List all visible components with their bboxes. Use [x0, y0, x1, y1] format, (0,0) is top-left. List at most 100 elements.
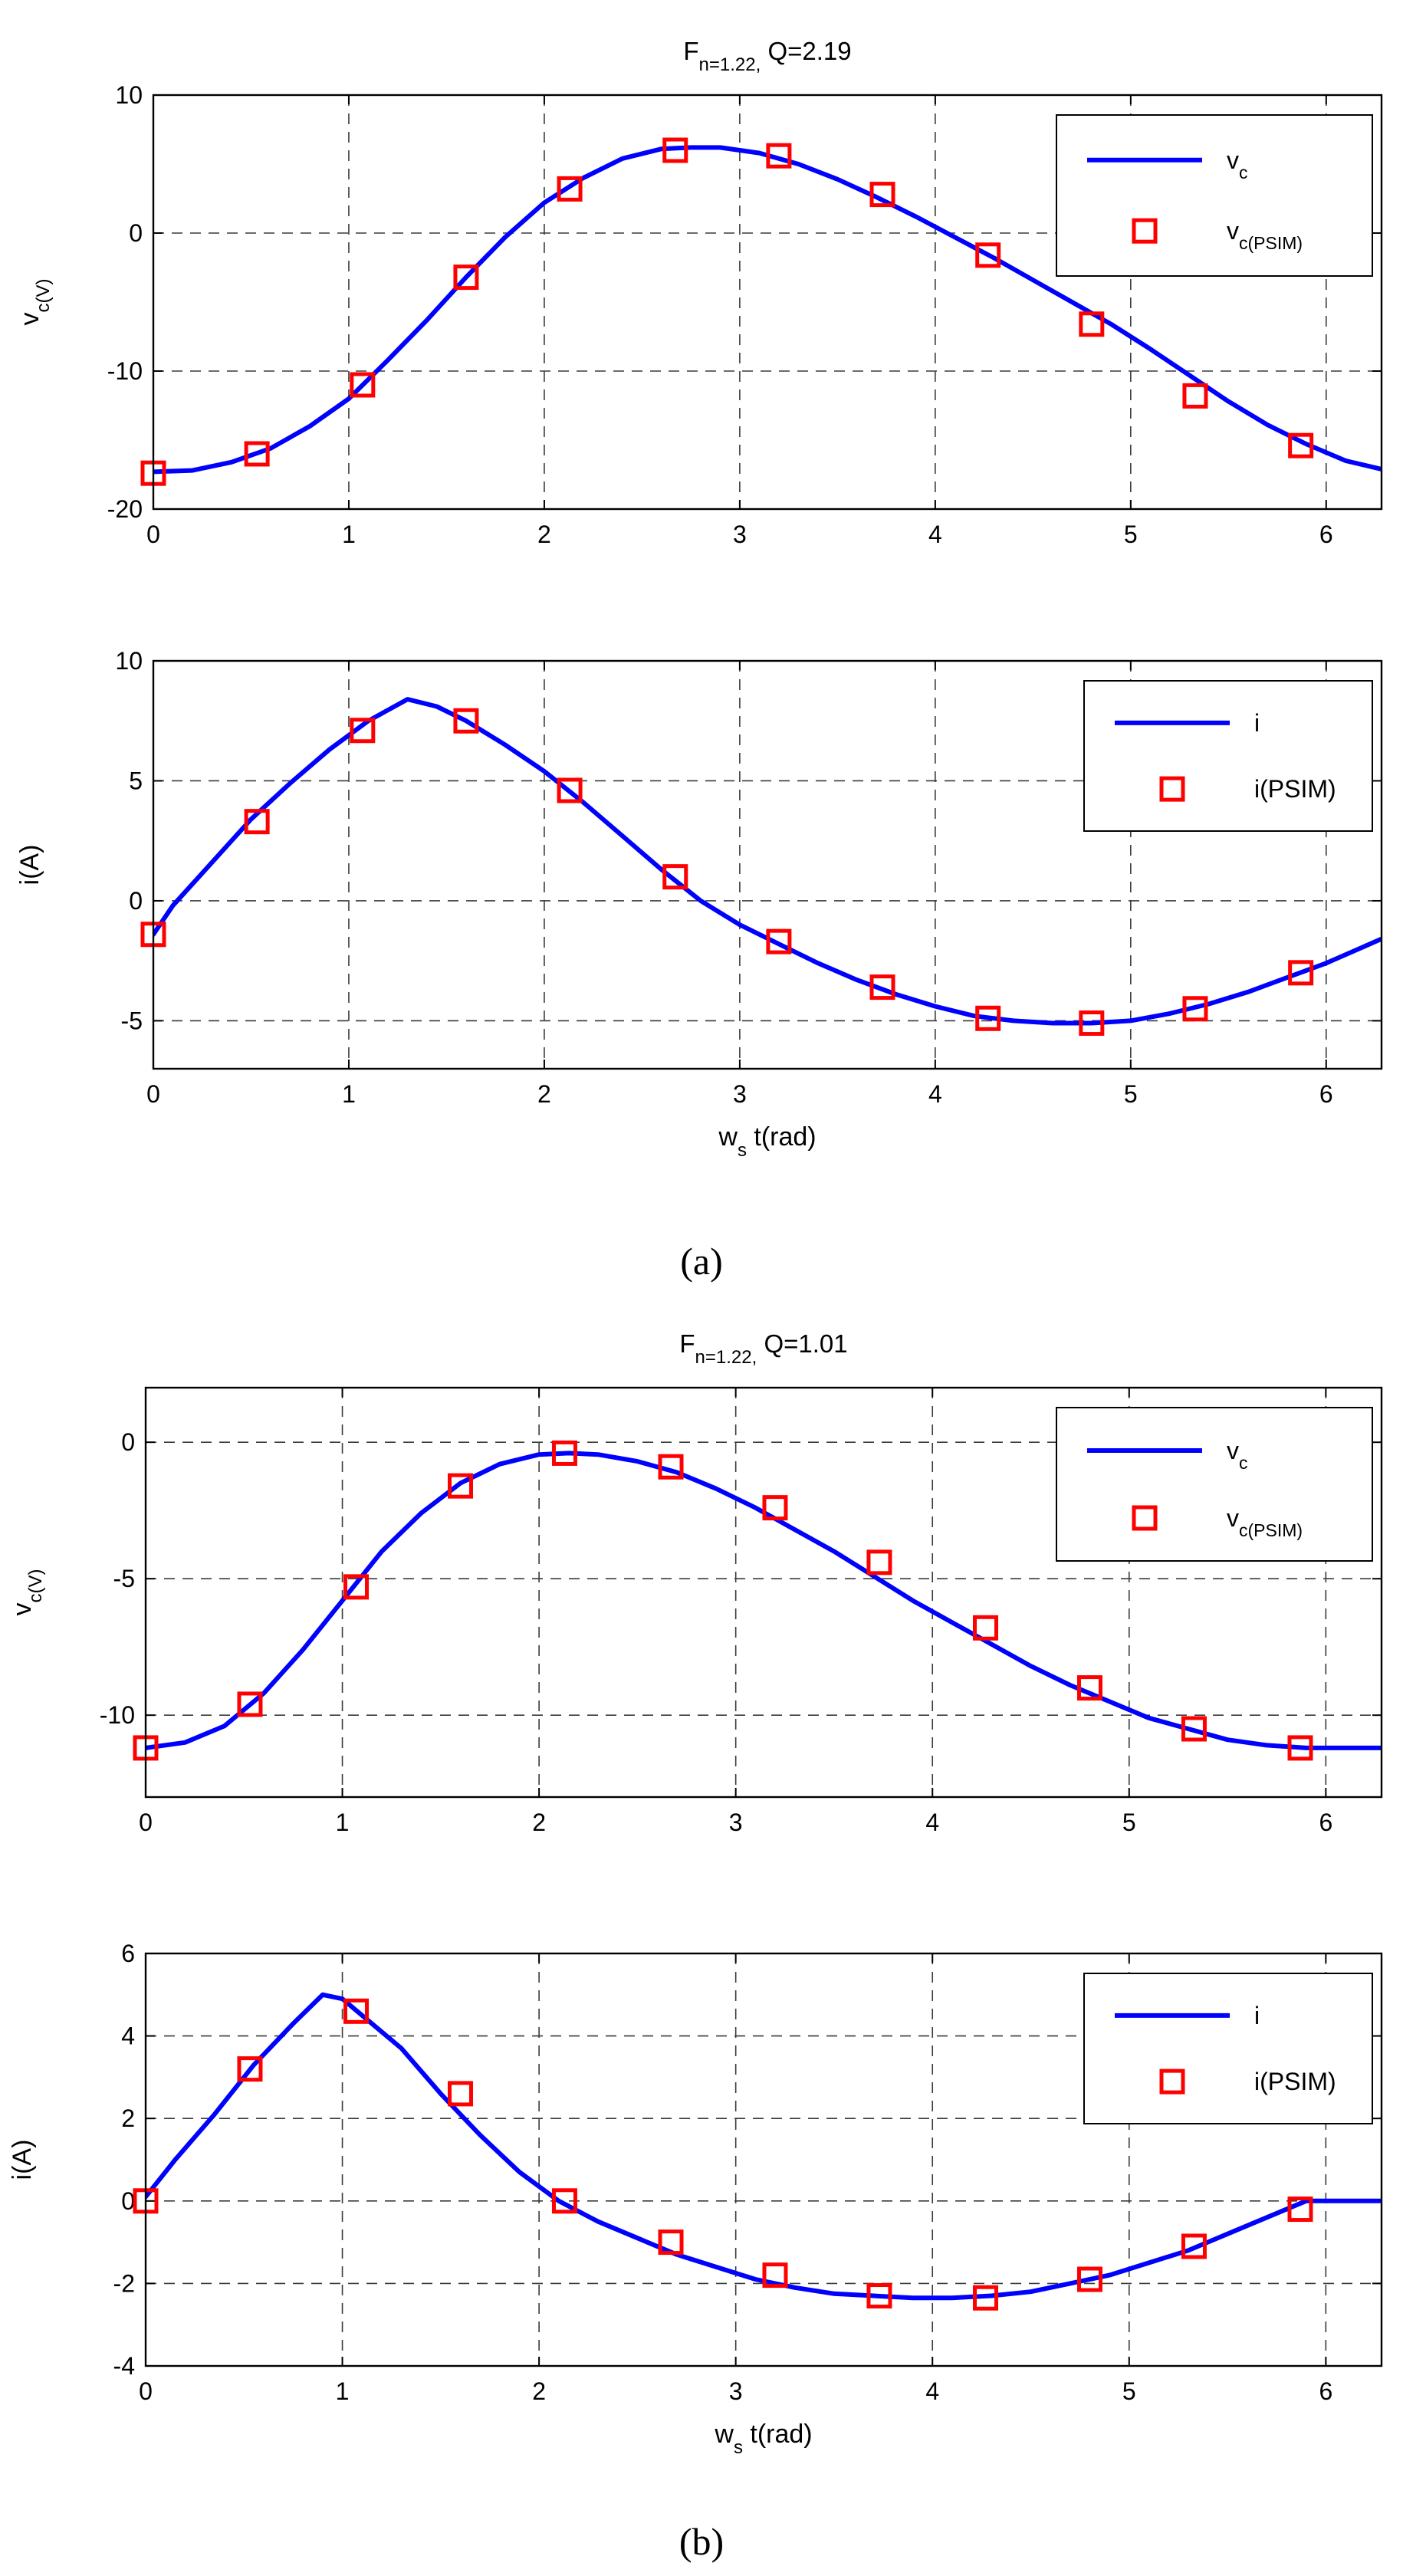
psim-marker [762, 2262, 788, 2288]
legend: vc vc(PSIM) [1056, 114, 1373, 277]
x-tick-label: 1 [336, 1809, 350, 1836]
chart-title: Fn=1.22, Q=2.19 [683, 37, 851, 75]
x-tick-label: 0 [139, 2377, 153, 2405]
axes-frame [144, 1386, 1383, 1799]
legend-label: vc [1227, 146, 1248, 182]
psim-marker [1287, 2196, 1313, 2223]
legend-box [1056, 1407, 1373, 1562]
legend-label: i [1254, 2002, 1260, 2029]
x-tick-label: 4 [928, 1080, 942, 1108]
psim-marker [869, 182, 895, 208]
psim-marker [350, 372, 376, 398]
psim-marker [453, 264, 479, 291]
series-line-i [153, 697, 1382, 1026]
y-tick-label: 5 [129, 767, 143, 794]
psim-marker [244, 441, 270, 467]
x-tick-label: 2 [537, 1080, 551, 1108]
y-tick-label: 0 [129, 219, 143, 247]
psim-marker [447, 2081, 473, 2107]
psim-marker [658, 1454, 684, 1480]
psim-marker [658, 2229, 684, 2256]
psim-marker [1079, 1010, 1105, 1037]
legend-label: i [1254, 709, 1260, 737]
psim-marker [1182, 996, 1208, 1022]
x-tick-label: 1 [336, 2377, 350, 2405]
axes-frame [144, 1952, 1383, 2367]
y-axis-label: i(A) [8, 2140, 37, 2180]
caption-a: (a) [680, 1240, 723, 1283]
psim-marker [975, 1005, 1001, 1031]
legend-label: vc(PSIM) [1227, 217, 1303, 253]
psim-marker [1076, 1675, 1102, 1701]
y-tick-label: 2 [121, 2104, 135, 2132]
y-axis-label: vc(V) [8, 1569, 46, 1616]
psim-marker [866, 1549, 892, 1576]
x-tick-label: 4 [925, 2377, 939, 2405]
x-tick-label: 4 [928, 521, 942, 548]
psim-marker [766, 928, 792, 955]
x-tick-label: 0 [139, 1809, 153, 1836]
x-tick-label: 3 [733, 521, 747, 548]
x-tick-label: 0 [146, 1080, 160, 1108]
y-tick-label: 4 [121, 2022, 135, 2050]
legend-label: vc(PSIM) [1227, 1504, 1303, 1540]
legend-label: i(PSIM) [1254, 2068, 1336, 2095]
x-tick-label: 2 [537, 521, 551, 548]
y-tick-label: -5 [121, 1007, 143, 1034]
psim-marker [350, 718, 376, 744]
psim-marker [1076, 2266, 1102, 2292]
psim-marker [557, 777, 583, 803]
legend-label: vc [1227, 1437, 1248, 1473]
legend: vc vc(PSIM) [1056, 1407, 1373, 1562]
psim-marker [866, 2283, 892, 2309]
panel-b-voltage: 0 1 2 3 4 5 6 -10 -5 0 Fn=1.22, Q=1.01 vc(V) vc vc(PS… [8, 1329, 1383, 1836]
psim-marker [1287, 1735, 1313, 1761]
x-axis-label: ws t(rad) [718, 1122, 816, 1161]
legend-box [1056, 114, 1373, 277]
series-line-vc [153, 145, 1382, 475]
psim-marker [343, 1574, 370, 1600]
x-tick-label: 3 [729, 1809, 743, 1836]
psim-marker [766, 143, 792, 169]
psim-marker [453, 708, 479, 734]
x-tick-label: 1 [342, 1080, 356, 1108]
x-tick-label: 5 [1122, 1809, 1136, 1836]
psim-marker [551, 1440, 577, 1466]
series-line-vc [146, 1451, 1382, 1750]
psim-marker [662, 137, 688, 163]
x-tick-label: 6 [1319, 521, 1333, 548]
legend: i i(PSIM) [1083, 1973, 1373, 2124]
y-tick-label: -20 [107, 495, 143, 523]
psim-marker [972, 2285, 998, 2311]
x-tick-label: 3 [733, 1080, 747, 1108]
legend-box [1083, 680, 1373, 832]
psim-marker [557, 176, 583, 202]
psim-marker [237, 2056, 263, 2082]
psim-marker [762, 1495, 788, 1521]
legend: i i(PSIM) [1083, 680, 1373, 832]
caption-b: (b) [679, 2520, 724, 2563]
x-axis-label: ws t(rad) [714, 2420, 812, 2458]
legend-marker-swatch [1159, 2068, 1185, 2095]
y-axis-label: i(A) [15, 845, 44, 886]
x-tick-label: 4 [925, 1809, 939, 1836]
psim-marker [343, 1998, 370, 2024]
x-tick-label: 6 [1319, 1080, 1333, 1108]
psim-marker [1181, 2233, 1207, 2259]
legend-marker-swatch [1132, 1505, 1158, 1531]
legend-marker-swatch [1132, 218, 1158, 244]
psim-marker [1079, 311, 1105, 337]
y-axis-label: vc(V) [15, 279, 54, 326]
legend-marker-swatch [1159, 776, 1185, 802]
psim-marker [1181, 1716, 1207, 1742]
psim-marker [1288, 432, 1314, 458]
x-tick-label: 0 [146, 521, 160, 548]
axes-frame [152, 659, 1383, 1070]
x-tick-label: 5 [1124, 521, 1138, 548]
series-line-i [146, 1992, 1382, 2301]
psim-marker [1288, 960, 1314, 986]
y-tick-label: 6 [121, 1940, 135, 1967]
y-tick-label: -10 [107, 357, 143, 385]
